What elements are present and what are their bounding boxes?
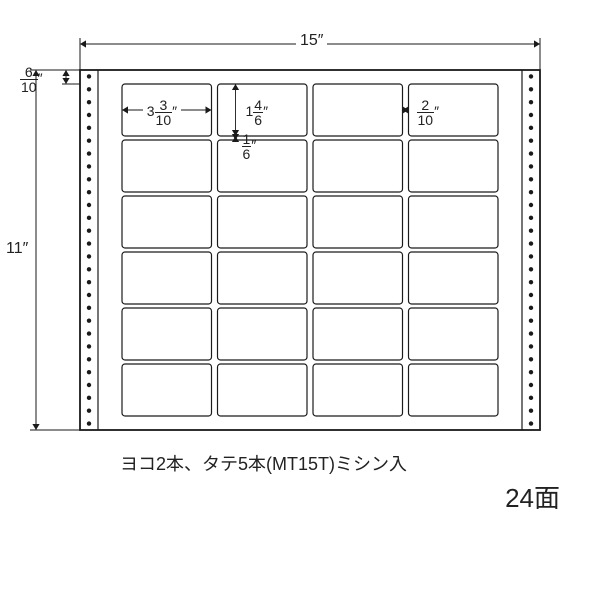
label-cell [218,308,308,360]
dim-col-gap: 210″ [417,98,440,127]
label-cell [313,84,403,136]
label-cell [409,252,499,304]
label-cell [409,196,499,248]
label-cell [218,252,308,304]
label-cell [409,364,499,416]
label-cell [313,364,403,416]
label-cell [122,196,212,248]
dim-label-width: 3310″ [143,98,181,127]
dim-row-gap: 16″ [242,132,257,161]
label-cell [409,140,499,192]
label-cell [313,140,403,192]
label-cell [218,140,308,192]
dim-label-height: 146″ [242,98,273,127]
label-cell [122,364,212,416]
label-cell [122,140,212,192]
faces-count: 24面 [505,478,560,515]
dim-width: 15″ [296,32,327,50]
label-cell [409,308,499,360]
caption: ヨコ2本、タテ5本(MT15T)ミシン入 [120,450,407,476]
dim-top-margin: 610″ [20,65,43,94]
label-cell [122,252,212,304]
label-cell [313,308,403,360]
label-cell [218,364,308,416]
label-cell [122,308,212,360]
dim-height: 11″ [6,240,28,258]
label-cell [313,196,403,248]
label-cell [218,196,308,248]
label-cell [313,252,403,304]
